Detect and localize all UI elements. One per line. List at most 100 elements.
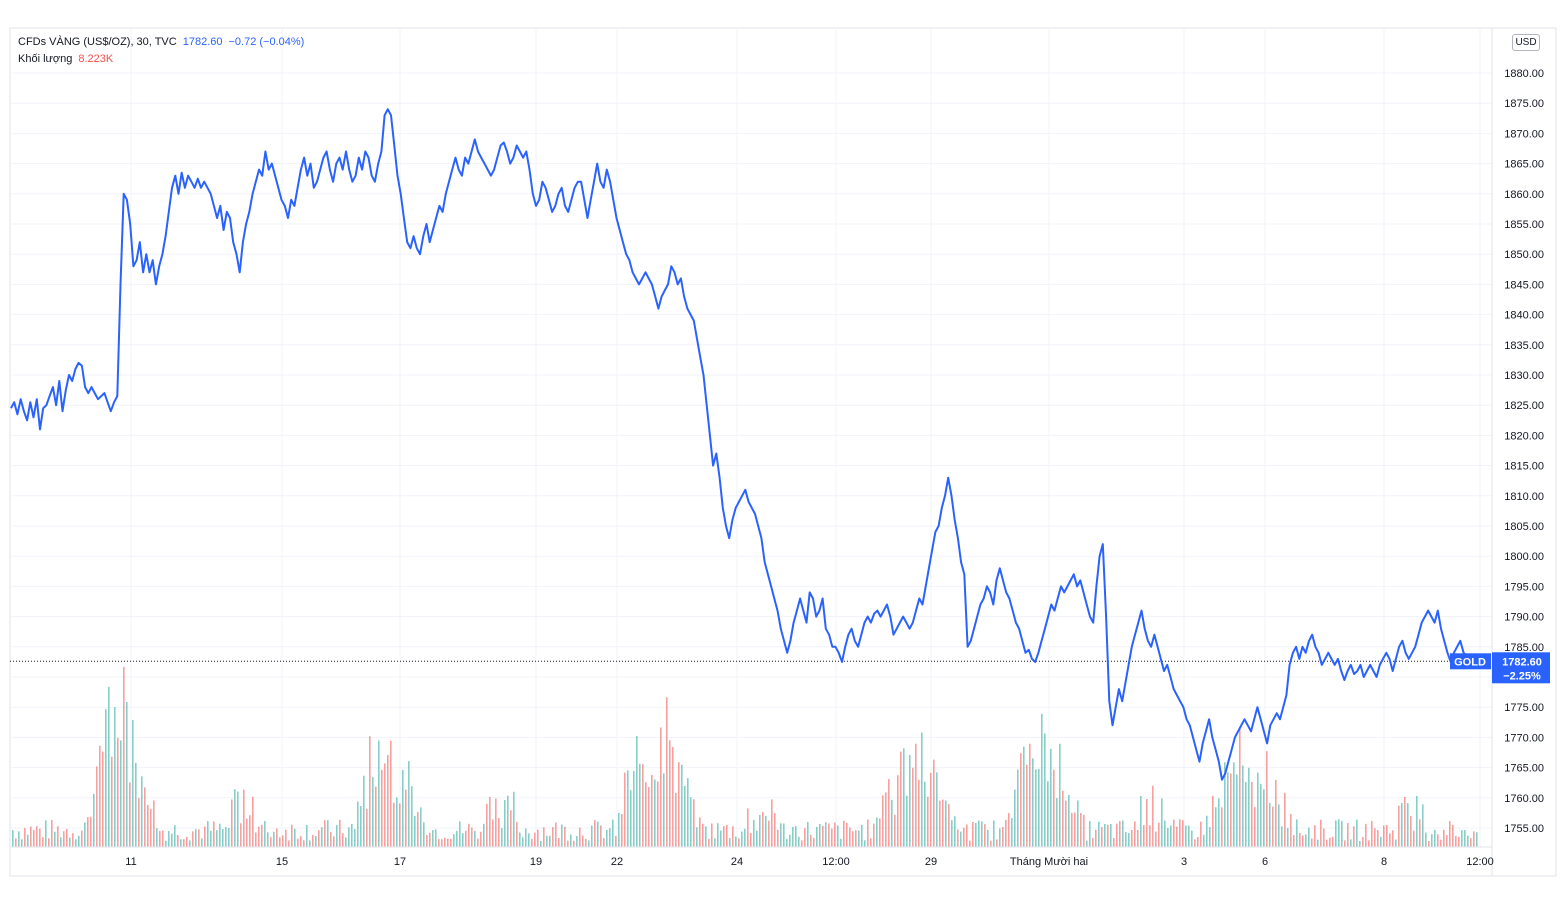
volume-bar	[576, 836, 578, 847]
volume-bar	[1440, 839, 1442, 847]
volume-bar	[798, 836, 800, 847]
volume-bar	[456, 830, 458, 847]
volume-bar	[1392, 830, 1394, 847]
volume-bar	[1245, 782, 1247, 847]
time-tick-label: 3	[1181, 856, 1187, 868]
volume-bar	[1173, 819, 1175, 847]
volume-bar	[525, 828, 527, 847]
volume-bar	[858, 830, 860, 847]
time-axis[interactable]: 11 15 17 19 22 24 12:00 29 Tháng Mười hai 3 6 8 12:0…	[125, 856, 1493, 868]
volume-bar	[642, 764, 644, 847]
volume-bar	[399, 803, 401, 847]
volume-bar	[1062, 790, 1064, 847]
volume-bar	[1467, 835, 1469, 847]
volume-bar	[534, 832, 536, 847]
volume-bar	[225, 827, 227, 847]
volume-bar	[444, 837, 446, 847]
volume-bar	[192, 831, 194, 847]
volume-bar	[1053, 769, 1055, 847]
volume-bar	[1410, 816, 1412, 847]
volume-bar	[1335, 820, 1337, 847]
volume-bar	[591, 825, 593, 847]
volume-bar	[309, 840, 311, 847]
volume-bar	[90, 816, 92, 847]
time-tick-label: 17	[394, 856, 406, 868]
volume-bar	[573, 840, 575, 847]
volume-bar	[330, 831, 332, 847]
volume-bar	[1251, 781, 1253, 847]
price-change-value: −0.72 (−0.04%)	[228, 36, 305, 48]
volume-bar	[861, 824, 863, 847]
volume-bar	[1413, 830, 1415, 847]
volume-bar	[660, 727, 662, 847]
volume-bar	[1101, 827, 1103, 847]
price-tick-label: 1765.00	[1504, 763, 1544, 775]
volume-bar	[663, 773, 665, 847]
volume-bar	[807, 822, 809, 847]
volume-bar	[885, 792, 887, 847]
volume-bar	[234, 789, 236, 847]
volume-bar	[390, 740, 392, 847]
volume-bar	[1104, 823, 1106, 847]
volume-bar	[651, 774, 653, 847]
volume-bar	[291, 824, 293, 847]
volume-label: Khối lượng	[18, 53, 73, 65]
volume-bar	[1236, 774, 1238, 847]
volume-bar	[924, 781, 926, 847]
price-tag	[1492, 652, 1550, 684]
volume-bar	[174, 825, 176, 847]
volume-bar	[990, 840, 992, 847]
time-tick-label: 29	[925, 856, 937, 868]
volume-bar	[294, 828, 296, 847]
volume-bar	[1107, 824, 1109, 847]
volume-bar	[555, 822, 557, 847]
volume-bar	[654, 779, 656, 847]
volume-bar	[402, 769, 404, 847]
volume-bar	[1011, 818, 1013, 847]
price-tick-label: 1860.00	[1504, 189, 1544, 201]
volume-bar	[1365, 823, 1367, 847]
price-tick-label: 1880.00	[1504, 68, 1544, 80]
volume-bar	[822, 825, 824, 847]
volume-bar	[672, 747, 674, 847]
volume-bar	[273, 831, 275, 847]
volume-bar	[951, 820, 953, 847]
volume-bar	[549, 835, 551, 847]
volume-bar	[528, 833, 530, 847]
volume-bar	[240, 823, 242, 847]
volume-bar	[1464, 829, 1466, 847]
volume-bar	[1074, 812, 1076, 847]
volume-bar	[531, 838, 533, 847]
volume-bar	[378, 740, 380, 847]
volume-bar	[1326, 839, 1328, 847]
volume-bar	[1293, 835, 1295, 847]
volume-bar	[1449, 821, 1451, 847]
volume-bar	[813, 837, 815, 847]
volume-bar	[1356, 819, 1358, 847]
volume-bar	[228, 827, 230, 847]
volume-bar	[69, 837, 71, 847]
volume-bar	[117, 737, 119, 847]
volume-bar	[1425, 832, 1427, 847]
symbol-legend-row[interactable]: CFDs VÀNG (US$/OZ), 30, TVC 1782.60 −0.72 …	[18, 34, 304, 51]
volume-bar	[1155, 831, 1157, 847]
volume-bar	[1281, 826, 1283, 847]
volume-bar	[618, 812, 620, 847]
volume-bar	[888, 778, 890, 847]
volume-bar	[960, 831, 962, 847]
volume-bar	[816, 826, 818, 847]
volume-bar	[264, 821, 266, 847]
volume-bar	[819, 824, 821, 847]
volume-bar	[669, 740, 671, 847]
volume-bar	[1248, 767, 1250, 847]
chart-legend: CFDs VÀNG (US$/OZ), 30, TVC 1782.60 −0.72 …	[18, 34, 304, 68]
last-price-tag: GOLD 1782.60 −2.25%	[1450, 652, 1550, 684]
volume-legend-row[interactable]: Khối lượng 8.223K	[18, 51, 304, 68]
volume-bar	[771, 799, 773, 847]
currency-button[interactable]: USD	[1512, 34, 1540, 51]
volume-bar	[1383, 825, 1385, 847]
volume-bar	[1371, 820, 1373, 847]
volume-bar	[741, 831, 743, 847]
volume-bar	[735, 836, 737, 847]
price-tick-label: 1835.00	[1504, 340, 1544, 352]
